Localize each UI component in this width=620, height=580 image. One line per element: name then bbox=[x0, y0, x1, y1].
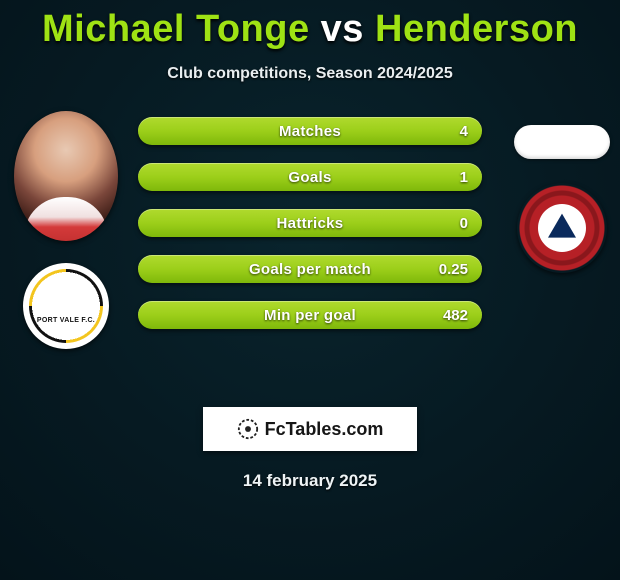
stat-label: Goals bbox=[288, 169, 331, 186]
player1-photo bbox=[14, 111, 118, 241]
stat-bar-hattricks: Hattricks 0 bbox=[138, 209, 482, 237]
stat-label: Goals per match bbox=[249, 261, 371, 278]
player1-name: Michael Tonge bbox=[42, 8, 310, 50]
subtitle: Club competitions, Season 2024/2025 bbox=[0, 65, 620, 83]
player1-column bbox=[6, 111, 126, 349]
stat-label: Matches bbox=[279, 123, 341, 140]
vs-text: vs bbox=[321, 8, 364, 50]
stat-value: 482 bbox=[443, 307, 468, 324]
stat-value: 0 bbox=[460, 215, 468, 232]
stat-value: 0.25 bbox=[439, 261, 468, 278]
player2-photo bbox=[514, 125, 610, 159]
comparison-area: Matches 4 Goals 1 Hattricks 0 Goals per … bbox=[0, 117, 620, 377]
player2-column bbox=[512, 125, 612, 273]
brand-icon bbox=[237, 418, 259, 440]
stat-value: 1 bbox=[460, 169, 468, 186]
stat-value: 4 bbox=[460, 123, 468, 140]
stat-bar-goals-per-match: Goals per match 0.25 bbox=[138, 255, 482, 283]
stat-bar-min-per-goal: Min per goal 482 bbox=[138, 301, 482, 329]
page-title: Michael Tonge vs Henderson bbox=[0, 8, 620, 51]
date-text: 14 february 2025 bbox=[0, 471, 620, 491]
brand-badge: FcTables.com bbox=[203, 407, 417, 451]
stat-label: Hattricks bbox=[277, 215, 344, 232]
stat-bars: Matches 4 Goals 1 Hattricks 0 Goals per … bbox=[138, 117, 482, 329]
stat-bar-goals: Goals 1 bbox=[138, 163, 482, 191]
player2-name: Henderson bbox=[375, 8, 578, 50]
stat-bar-matches: Matches 4 bbox=[138, 117, 482, 145]
player1-club-crest bbox=[23, 263, 109, 349]
brand-text: FcTables.com bbox=[265, 419, 384, 440]
stat-label: Min per goal bbox=[264, 307, 356, 324]
card-root: Michael Tonge vs Henderson Club competit… bbox=[0, 0, 620, 580]
player2-club-crest bbox=[517, 183, 607, 273]
